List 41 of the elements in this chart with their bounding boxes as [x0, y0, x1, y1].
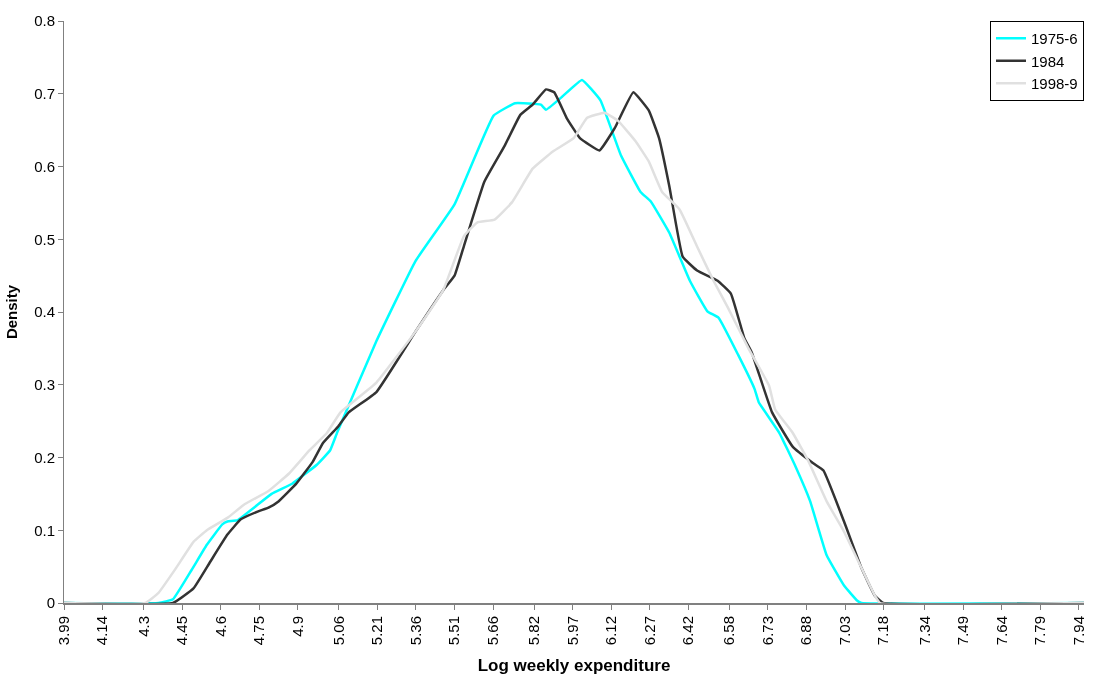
x-tick-label: 5.06	[329, 616, 347, 646]
x-tick-label: 7.34	[915, 616, 933, 646]
x-tick-label: 7.79	[1031, 616, 1049, 646]
x-tick-label: 7.64	[992, 616, 1010, 646]
x-tick-label: 5.82	[525, 616, 543, 646]
x-tick-label: 6.42	[679, 616, 697, 646]
x-tick-label: 5.51	[445, 616, 463, 646]
x-tick-label: 6.12	[602, 616, 620, 646]
x-tick-label: 4.75	[250, 616, 268, 646]
x-tick-label: 6.88	[797, 616, 815, 646]
x-tick-label: 6.58	[720, 616, 738, 646]
x-tick-label: 4.45	[173, 616, 191, 646]
y-tick-label: 0.8	[34, 12, 55, 30]
x-tick-label: 4.9	[288, 616, 306, 637]
y-tick-label: 0.6	[34, 157, 55, 175]
x-tick-label: 7.49	[954, 616, 972, 646]
x-tick-label: 7.18	[874, 616, 892, 646]
x-tick-label: 5.97	[563, 616, 581, 646]
x-tick-label: 5.36	[406, 616, 424, 646]
y-tick-label: 0.7	[34, 85, 55, 102]
y-tick-label: 0.1	[34, 521, 55, 539]
x-tick-label: 6.27	[640, 616, 658, 646]
y-tick-label: 0	[46, 594, 55, 612]
y-tick-label: 0.5	[34, 230, 55, 248]
y-tick-label: 0.4	[34, 303, 55, 321]
x-tick-label: 4.14	[93, 616, 111, 646]
x-tick-label: 4.6	[211, 616, 229, 637]
legend-label: 1984	[1031, 52, 1065, 70]
legend-label: 1998-9	[1031, 75, 1078, 93]
x-tick-label: 3.99	[54, 616, 72, 646]
x-tick-label: 6.73	[758, 616, 776, 646]
x-tick-label: 5.21	[368, 616, 386, 646]
y-tick-label: 0.3	[34, 376, 55, 393]
x-tick-label: 4.3	[134, 616, 152, 637]
x-tick-label: 5.66	[483, 616, 501, 646]
x-tick-label: 7.03	[835, 616, 853, 646]
y-axis-title: Density	[3, 284, 21, 340]
legend-label: 1975-6	[1031, 30, 1078, 48]
x-axis-title: Log weekly expenditure	[477, 656, 671, 676]
y-tick-label: 0.2	[34, 448, 55, 466]
x-tick-label: 7.94	[1069, 616, 1087, 646]
